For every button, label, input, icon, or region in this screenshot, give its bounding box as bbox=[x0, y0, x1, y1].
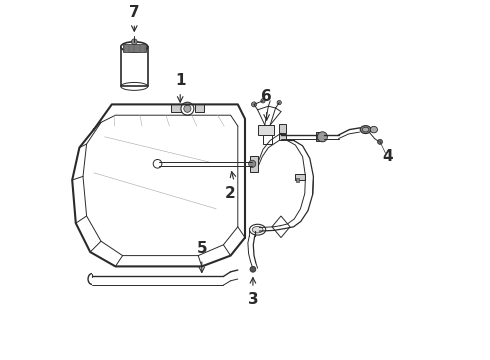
Text: 7: 7 bbox=[129, 5, 140, 20]
Ellipse shape bbox=[363, 127, 369, 132]
Bar bbox=[171, 104, 182, 112]
Circle shape bbox=[131, 39, 137, 45]
Text: 2: 2 bbox=[225, 186, 236, 201]
Bar bbox=[316, 132, 324, 141]
Ellipse shape bbox=[121, 42, 148, 52]
Text: 1: 1 bbox=[175, 73, 185, 88]
Circle shape bbox=[251, 102, 257, 107]
Circle shape bbox=[377, 139, 383, 144]
Bar bbox=[279, 124, 286, 133]
Ellipse shape bbox=[252, 226, 263, 233]
Circle shape bbox=[248, 160, 256, 167]
Bar bbox=[263, 135, 272, 144]
Text: 6: 6 bbox=[261, 89, 272, 104]
Text: 4: 4 bbox=[383, 149, 393, 164]
Circle shape bbox=[250, 266, 256, 272]
Circle shape bbox=[277, 100, 281, 105]
Bar bbox=[122, 44, 146, 52]
Text: 5: 5 bbox=[196, 240, 207, 256]
Ellipse shape bbox=[370, 126, 377, 133]
Ellipse shape bbox=[360, 126, 371, 134]
Bar bbox=[294, 174, 305, 180]
Bar bbox=[279, 134, 286, 140]
Polygon shape bbox=[272, 216, 290, 238]
Circle shape bbox=[318, 132, 327, 142]
Ellipse shape bbox=[249, 224, 266, 235]
Bar bbox=[121, 47, 148, 86]
Circle shape bbox=[181, 102, 194, 115]
Bar bbox=[250, 156, 258, 172]
Bar bbox=[196, 104, 204, 112]
Text: 3: 3 bbox=[247, 292, 258, 307]
Circle shape bbox=[184, 105, 191, 112]
Circle shape bbox=[261, 99, 265, 103]
Bar bbox=[258, 125, 274, 135]
Bar bbox=[296, 178, 299, 182]
